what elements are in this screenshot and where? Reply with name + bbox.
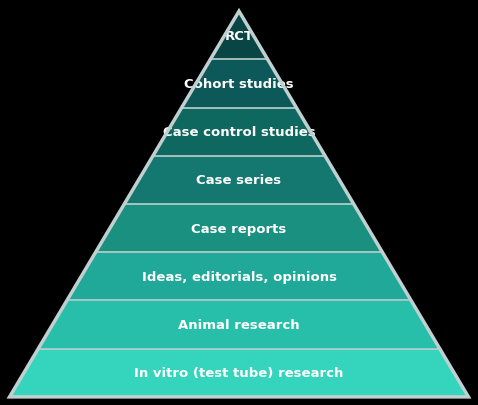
Text: Animal research: Animal research — [178, 318, 300, 331]
Text: Cohort studies: Cohort studies — [184, 78, 294, 91]
Text: In vitro (test tube) research: In vitro (test tube) research — [134, 367, 344, 379]
Polygon shape — [96, 205, 382, 253]
Polygon shape — [38, 301, 440, 349]
Text: RCT: RCT — [225, 30, 253, 43]
Text: Case series: Case series — [196, 174, 282, 187]
Polygon shape — [10, 349, 468, 397]
Text: Case control studies: Case control studies — [163, 126, 315, 139]
Polygon shape — [182, 60, 296, 109]
Text: Case reports: Case reports — [191, 222, 287, 235]
Text: Ideas, editorials, opinions: Ideas, editorials, opinions — [141, 270, 337, 283]
Polygon shape — [153, 109, 325, 156]
Polygon shape — [67, 253, 411, 301]
Polygon shape — [210, 12, 268, 60]
Polygon shape — [124, 156, 354, 205]
